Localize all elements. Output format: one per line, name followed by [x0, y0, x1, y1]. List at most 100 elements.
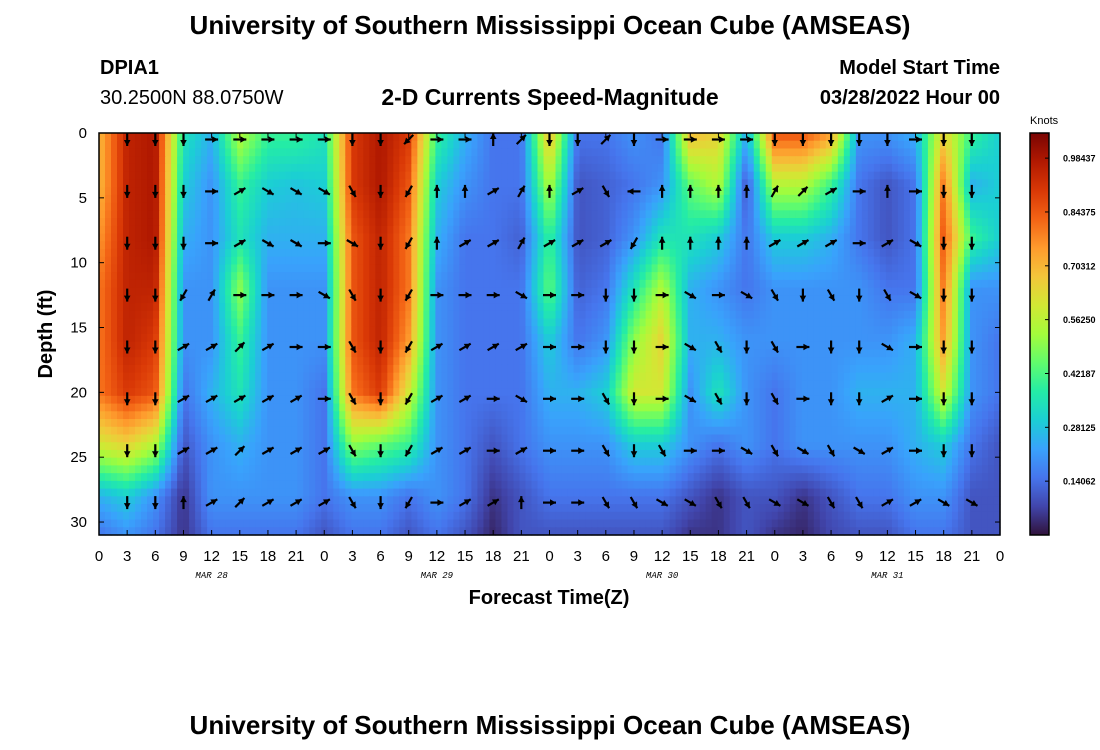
heatmap-cell — [321, 380, 328, 389]
heatmap-cell — [783, 179, 791, 188]
heatmap-cell — [99, 380, 106, 389]
heatmap-cell — [219, 318, 226, 327]
heatmap-cell — [903, 163, 911, 173]
heatmap-cell — [663, 349, 671, 358]
heatmap-cell — [975, 187, 983, 196]
heatmap-cell — [327, 341, 334, 351]
heatmap-cell — [369, 156, 376, 165]
heatmap-cell — [345, 179, 352, 188]
heatmap-cell — [831, 341, 839, 351]
heatmap-cell — [219, 241, 226, 250]
heatmap-cell — [639, 303, 647, 312]
heatmap-cell — [111, 256, 118, 266]
heatmap-cell — [111, 148, 118, 157]
heatmap-cell — [381, 256, 388, 266]
heatmap-cell — [837, 210, 845, 219]
heatmap-cell — [441, 179, 448, 188]
heatmap-cell — [105, 256, 112, 266]
heatmap-cell — [501, 303, 509, 312]
heatmap-cell — [123, 256, 130, 266]
heatmap-cell — [669, 140, 677, 150]
heatmap-cell — [177, 372, 184, 381]
heatmap-cell — [225, 179, 232, 188]
heatmap-cell — [927, 248, 935, 258]
heatmap-cell — [615, 248, 623, 258]
heatmap-cell — [855, 380, 863, 389]
heatmap-cell — [927, 218, 935, 227]
heatmap-cell — [585, 372, 593, 381]
heatmap-cell — [819, 163, 827, 173]
heatmap-cell — [135, 349, 142, 358]
heatmap-cell — [159, 233, 166, 242]
heatmap-cell — [345, 372, 352, 381]
heatmap-cell — [867, 279, 875, 289]
heatmap-cell — [879, 318, 887, 327]
heatmap-cell — [555, 194, 563, 204]
heatmap-cell — [609, 256, 617, 266]
heatmap-cell — [717, 279, 725, 289]
heatmap-cell — [237, 272, 244, 281]
heatmap-cell — [219, 248, 226, 258]
heatmap-cell — [255, 256, 262, 266]
heatmap-cell — [417, 218, 424, 227]
heatmap-cell — [243, 295, 250, 304]
heatmap-cell — [537, 256, 545, 266]
heatmap-cell — [921, 364, 929, 374]
heatmap-cell — [927, 295, 935, 304]
heatmap-cell — [333, 380, 340, 389]
heatmap-cell — [933, 279, 941, 289]
heatmap-cell — [879, 133, 887, 142]
heatmap-cell — [291, 388, 298, 397]
heatmap-cell — [165, 272, 172, 281]
heatmap-cell — [633, 218, 641, 227]
heatmap-cell — [741, 194, 749, 204]
heatmap-cell — [969, 357, 977, 366]
heatmap-cell — [855, 326, 863, 335]
heatmap-cell — [249, 349, 256, 358]
heatmap-cell — [165, 310, 172, 320]
heatmap-cell — [627, 194, 635, 204]
heatmap-cell — [831, 380, 839, 389]
heatmap-cell — [597, 171, 605, 180]
heatmap-cell — [141, 318, 148, 327]
heatmap-cell — [603, 372, 611, 381]
heatmap-cell — [195, 225, 202, 235]
heatmap-cell — [339, 364, 346, 374]
heatmap-cell — [903, 303, 911, 312]
heatmap-cell — [177, 303, 184, 312]
heatmap-cell — [495, 303, 503, 312]
heatmap-cell — [435, 256, 442, 266]
heatmap-cell — [309, 388, 316, 397]
heatmap-cell — [549, 218, 557, 227]
heatmap-cell — [303, 326, 310, 335]
heatmap-cell — [105, 233, 112, 242]
heatmap-cell — [789, 179, 797, 188]
heatmap-cell — [153, 194, 160, 204]
heatmap-cell — [465, 163, 473, 173]
heatmap-cell — [363, 334, 370, 343]
heatmap-cell — [567, 326, 575, 335]
heatmap-cell — [507, 156, 515, 165]
heatmap-cell — [183, 233, 190, 242]
heatmap-cell — [339, 303, 346, 312]
heatmap-cell — [423, 133, 430, 142]
heatmap-cell — [177, 218, 184, 227]
heatmap-cell — [747, 357, 755, 366]
heatmap-cell — [339, 349, 346, 358]
heatmap-cell — [237, 326, 244, 335]
heatmap-cell — [765, 218, 773, 227]
heatmap-cell — [357, 233, 364, 242]
heatmap-cell — [705, 279, 713, 289]
heatmap-cell — [327, 248, 334, 258]
heatmap-cell — [279, 171, 286, 180]
heatmap-cell — [633, 272, 641, 281]
heatmap-cell — [555, 349, 563, 358]
heatmap-cell — [849, 256, 857, 266]
heatmap-cell — [363, 318, 370, 327]
heatmap-cell — [945, 163, 953, 173]
heatmap-cell — [609, 334, 617, 343]
heatmap-cell — [501, 310, 509, 320]
heatmap-cell — [531, 148, 539, 157]
heatmap-cell — [291, 218, 298, 227]
heatmap-cell — [735, 372, 743, 381]
